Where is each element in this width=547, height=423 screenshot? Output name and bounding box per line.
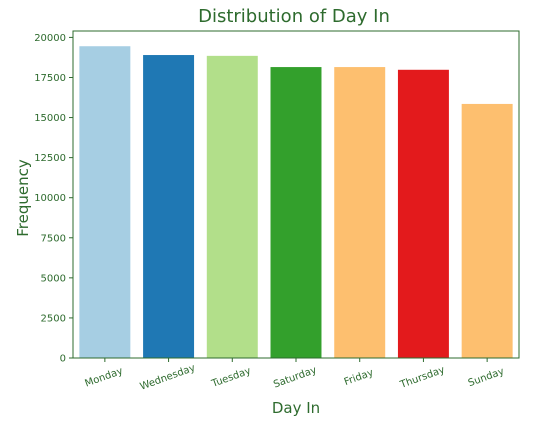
y-tick-label: 5000 — [41, 273, 66, 284]
plot-frame — [72, 30, 520, 359]
x-axis-label: Day In — [272, 399, 320, 417]
y-tick-label: 15000 — [34, 113, 66, 124]
bars-group — [79, 46, 513, 359]
bar-sunday — [461, 103, 513, 359]
bar-tuesday — [206, 55, 258, 358]
y-tick-label: 17500 — [34, 73, 66, 84]
y-tick-label: 7500 — [41, 233, 66, 244]
x-tick-label-saturday: Saturday — [272, 365, 318, 391]
x-tick-label-wednesday: Wednesday — [139, 363, 197, 393]
bar-wednesday — [143, 55, 195, 358]
y-tick-label: 2500 — [41, 313, 66, 324]
x-tick-label-monday: Monday — [84, 366, 125, 390]
y-axis-label: Frequency — [14, 159, 32, 237]
bar-friday — [334, 67, 386, 358]
bar-saturday — [270, 67, 322, 358]
y-tick-label: 20000 — [34, 33, 66, 44]
bar-monday — [79, 46, 131, 358]
x-tick-label-thursday: Thursday — [398, 365, 446, 392]
bar-thursday — [397, 69, 449, 358]
y-tick-label: 0 — [60, 354, 66, 365]
x-tick-label-tuesday: Tuesday — [209, 365, 252, 390]
x-tick-label-friday: Friday — [343, 367, 375, 388]
y-tick-label: 10000 — [34, 193, 66, 204]
y-tick-label: 12500 — [34, 153, 66, 164]
chart-title: Distribution of Day In — [198, 6, 390, 27]
y-axis-ticks: 0 2500 5000 7500 10000 12500 15000 17500 20000 — [34, 33, 73, 365]
x-tick-label-sunday: Sunday — [467, 366, 506, 389]
x-axis-ticks: Monday Wednesday Tuesday Saturday Friday Thur… — [84, 358, 506, 393]
